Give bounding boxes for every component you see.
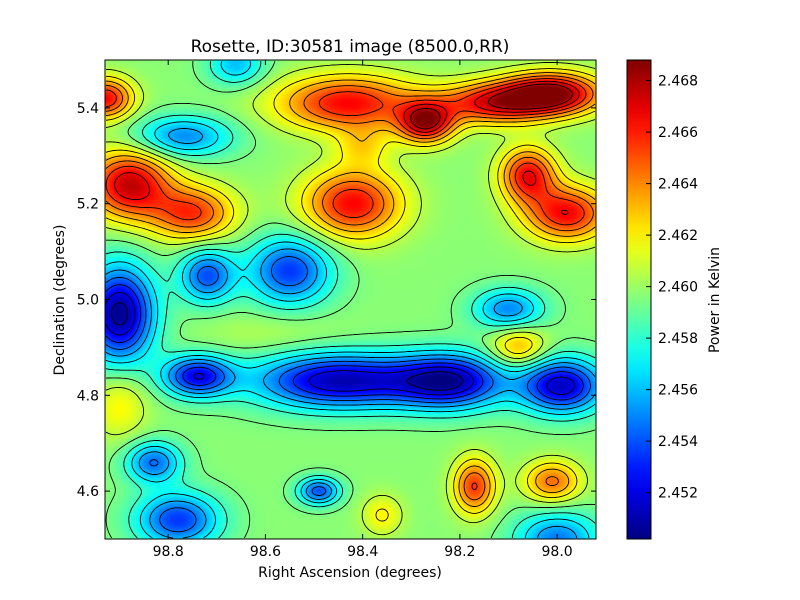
y-axis-label: Declination (degrees) [52, 225, 68, 376]
contour-path [105, 60, 596, 539]
colorbar-tick-label: 2.454 [658, 434, 698, 450]
colorbar [626, 59, 652, 540]
contour-lines [105, 60, 596, 539]
chart-title: Rosette, ID:30581 image (8500.0,RR) [191, 37, 510, 57]
colorbar-tick-label: 2.452 [658, 486, 698, 502]
x-tick-label: 98.4 [347, 544, 378, 560]
colorbar-tick-label: 2.464 [658, 177, 698, 193]
x-axis: 98.8 98.6 98.4 98.2 98.0 [153, 60, 573, 560]
heatmap-image [105, 60, 596, 539]
y-tick-label: 5.0 [77, 293, 99, 309]
y-axis: 4.6 4.8 5.0 5.2 5.4 [77, 101, 596, 500]
y-tick-label: 4.6 [77, 484, 99, 500]
colorbar-tick-label: 2.456 [658, 383, 698, 399]
y-tick-label: 4.8 [77, 388, 99, 404]
colorbar-axis: 2.452 2.454 2.456 2.458 2.460 2.462 2.464 2.466… [646, 74, 698, 502]
x-tick-label: 98.6 [250, 544, 281, 560]
plot-area [105, 60, 596, 539]
colorbar-label: Power in Kelvin [707, 247, 723, 353]
y-tick-label: 5.4 [77, 101, 99, 117]
colorbar-tick-label: 2.466 [658, 125, 698, 141]
x-tick-label: 98.8 [153, 544, 184, 560]
colorbar-tick-label: 2.458 [658, 331, 698, 347]
x-axis-label: Right Ascension (degrees) [258, 565, 442, 581]
x-tick-label: 98.2 [444, 544, 475, 560]
colorbar-tick-label: 2.462 [658, 228, 698, 244]
y-tick-label: 5.2 [77, 197, 99, 213]
colorbar-tick-label: 2.468 [658, 74, 698, 90]
colorbar-tick-label: 2.460 [658, 280, 698, 296]
x-tick-label: 98.0 [542, 544, 573, 560]
